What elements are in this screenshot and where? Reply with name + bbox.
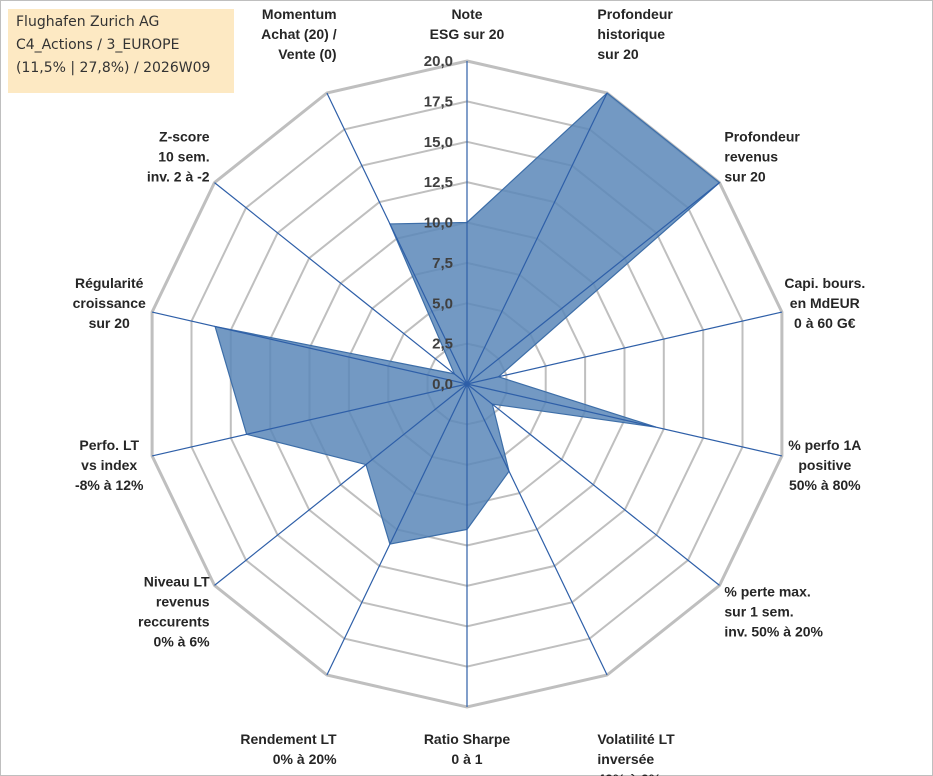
axis-label: Profondeur revenus sur 20 (724, 128, 800, 184)
spoke-layer (151, 61, 783, 707)
axis-spoke (326, 92, 468, 385)
axis-spoke (466, 182, 720, 385)
tick-label: 15,0 (424, 134, 453, 151)
info-box: Flughafen Zurich AG C4_Actions / 3_EUROP… (8, 9, 234, 93)
axis-label: Niveau LT revenus reccurents 0% à 6% (138, 574, 210, 650)
axis-label: % perte max. sur 1 sem. inv. 50% à 20% (724, 584, 823, 640)
axis-spoke (326, 383, 468, 676)
category-label: C4_Actions / 3_EUROPE (16, 37, 180, 53)
axis-spoke (466, 383, 720, 586)
axis-spoke (466, 92, 608, 385)
tick-label: 12,5 (424, 174, 453, 191)
tick-label: 2,5 (432, 336, 453, 353)
tick-label: 5,0 (432, 295, 453, 312)
axis-spoke (466, 311, 783, 385)
axis-label: Volatilité LTinversée40% à 0% (597, 731, 675, 776)
axis-label: % perfo 1A positive 50% à 80% (788, 437, 861, 493)
axis-label: Momentum Achat (20) / Vente (0) (261, 6, 337, 62)
axis-label: Perfo. LT vs index -8% à 12% (75, 437, 144, 493)
axis-label: Ratio Sharpe 0 à 1 (424, 731, 511, 767)
axis-label: Capi. bours. en MdEUR 0 à 60 G€ (784, 275, 865, 331)
tick-label: 17,5 (424, 93, 453, 110)
company-name: Flughafen Zurich AG (16, 14, 160, 30)
axis-label: Note ESG sur 20 (430, 6, 505, 42)
axis-label: Rendement LT 0% à 20% (240, 731, 337, 767)
tick-label: 7,5 (432, 255, 453, 272)
axis-spoke (466, 383, 783, 457)
tick-layer: 0,0 2,5 5,0 7,5 10,0 12,5 15,0 17,5 20,0 (424, 53, 453, 393)
axis-label: Régularité croissance sur 20 (73, 275, 146, 331)
axis-spoke (214, 383, 468, 586)
axis-spoke (151, 383, 468, 457)
tick-label: 10,0 (424, 215, 453, 232)
label-layer: Note ESG sur 20 Profondeur historique sur 20… (73, 6, 866, 776)
axis-spoke (466, 383, 608, 676)
axis-spoke (214, 182, 468, 385)
detail-label: (11,5% | 27,8%) / 2026W09 (16, 60, 211, 76)
axis-label: Profondeur historique sur 20 (597, 6, 673, 62)
tick-label: 0,0 (432, 376, 453, 393)
tick-label: 20,0 (424, 53, 453, 70)
axis-label: Z-score 10 sem. inv. 2 à -2 (147, 128, 210, 184)
axis-spoke (151, 311, 468, 385)
